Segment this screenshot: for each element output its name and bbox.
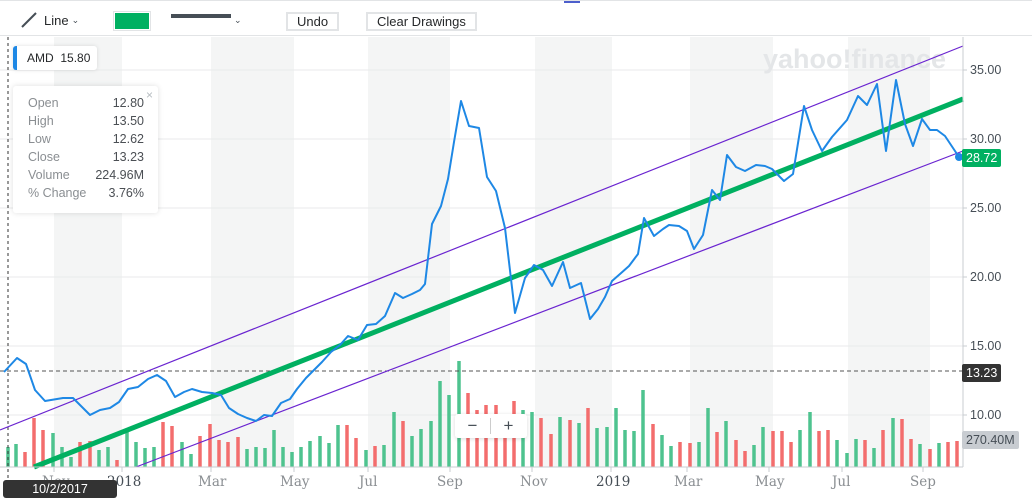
yahoo-finance-watermark: yahoo!finance [763,44,946,74]
tooltip-row-high: High 13.50 [28,114,144,128]
last-price-marker [955,153,963,161]
zoom-control: − + [455,414,527,438]
close-icon[interactable]: × [145,88,153,102]
tooltip-row-low: Low 12.62 [28,132,144,146]
x-tick-label: Nov [520,474,548,490]
x-axis-ticks [53,467,924,472]
tooltip-row-change: % Change 3.76% [28,186,144,200]
x-tick-label: May [755,474,785,490]
tooltip-row-close: Close 13.23 [28,150,144,164]
chevron-down-icon: ⌄ [71,14,80,25]
x-tick-label: Mar [674,474,703,490]
x-tick-label: Sep [910,474,936,490]
volume-flag: 270.40M [962,431,1019,449]
month-bands [54,37,930,467]
trend-line[interactable] [33,96,964,470]
y-tick-label: 15.00 [970,339,1002,353]
crosshair-price-flag: 13.23 [962,364,1002,382]
last-price-flag: 28.72 [962,149,1002,167]
ticker-symbol: AMD [27,51,54,65]
y-tick-label: 10.00 [970,408,1002,422]
zoom-divider [490,418,491,434]
volume-bars [6,361,959,467]
stroke-width-select[interactable] [171,14,231,18]
draw-tool-label: Line [44,12,69,28]
tooltip-row-volume: Volume 224.96M [28,168,144,182]
ticker-price: 15.80 [60,51,91,65]
y-tick-label: 35.00 [970,63,1002,77]
y-tick-label: 20.00 [970,270,1002,284]
x-tick-label: May [280,474,310,490]
undo-button[interactable]: Undo [286,12,340,31]
x-tick-label: Sep [437,474,463,490]
x-tick-label: Jul [359,474,378,490]
x-tick-label: Mar [198,474,227,490]
price-line [3,79,960,422]
tooltip-row-open: Open 12.80 [28,96,144,110]
scroll-indicator [564,1,580,3]
y-tick-label: 25.00 [970,201,1002,215]
crosshair-date-flag: 10/2/2017 [3,480,117,498]
x-tick-label: 2019 [596,474,631,490]
ohlc-tooltip: × Open 12.80 High 13.50 Low 12.62 Close 13.2… [13,86,158,213]
ticker-legend[interactable]: AMD 15.80 [13,46,98,70]
y-tick-label: 30.00 [970,132,1002,146]
clear-drawings-button[interactable]: Clear Drawings [366,12,477,31]
zoom-out-button[interactable]: − [467,416,478,435]
color-picker[interactable] [114,12,150,30]
line-draw-icon [21,12,37,28]
x-tick-label: Jul [832,474,851,490]
draw-tool-select[interactable]: Line ⌄ [20,11,79,29]
zoom-in-button[interactable]: + [503,416,514,435]
chevron-down-icon: ⌄ [234,15,242,25]
y-axis-ticks [963,69,967,416]
drawing-toolbar: Line ⌄ ⌄ Undo Clear Drawings [0,0,1032,36]
